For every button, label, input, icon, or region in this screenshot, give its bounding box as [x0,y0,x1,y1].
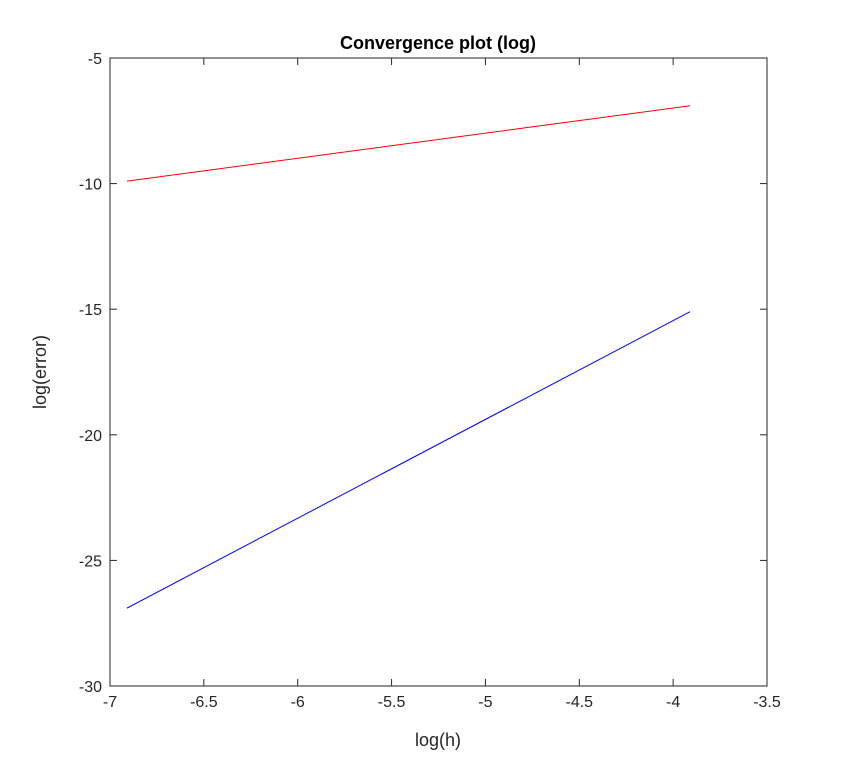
series-layer [126,105,691,609]
y-tick-label: -30 [79,679,102,696]
x-tick-label: -6.5 [190,694,218,711]
tick-layer: -7 -6.5 -6 -5.5 -5 -4.5 -4 -3.5 -30 -25 -20 -15 -10 -… [79,51,781,711]
x-tick-label: -4.5 [565,694,593,711]
x-tick-label: -7 [103,694,117,711]
x-tick-label: -3.5 [753,694,781,711]
x-axis-label: log(h) [415,730,461,750]
series-line-1 [126,105,691,182]
y-tick-label: -20 [79,428,102,445]
y-tick-label: -5 [88,51,102,68]
y-axis-label: log(error) [30,335,50,409]
x-tick-label: -5 [478,694,492,711]
plot-area [109,57,768,687]
chart-title: Convergence plot (log) [340,33,536,53]
y-tick-label: -15 [79,302,102,319]
series-line-2 [126,311,691,609]
y-tick-label: -25 [79,553,102,570]
x-tick-label: -5.5 [378,694,406,711]
x-tick-label: -4 [666,694,680,711]
x-tick-label: -6 [291,694,305,711]
y-tick-label: -10 [79,177,102,194]
